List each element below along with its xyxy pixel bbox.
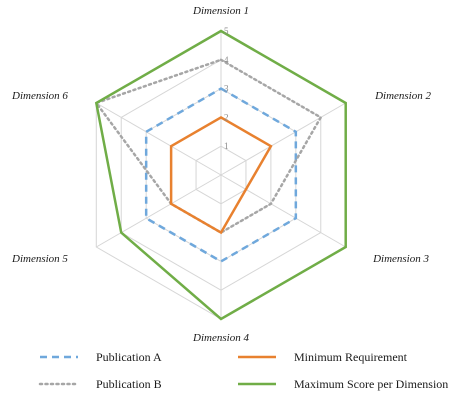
legend-label-4: Maximum Score per Dimension [294, 377, 448, 391]
tick-label-3: 3 [224, 84, 229, 94]
axis-label-dimension-3: Dimension 3 [372, 253, 429, 265]
radar-series [94, 29, 347, 321]
legend-label-1: Publication A [96, 350, 162, 364]
legend-label-3: Minimum Requirement [294, 350, 408, 364]
axis-label-dimension-4: Dimension 4 [192, 332, 249, 344]
axis-label-dimension-1: Dimension 1 [192, 5, 249, 17]
radar-grid [95, 30, 347, 320]
legend-label-2: Publication B [96, 377, 162, 391]
grid-spoke-5 [96, 174, 222, 248]
grid-spoke-3 [220, 174, 346, 248]
grid-spoke-2 [220, 102, 346, 176]
radial-tick-labels: 1 2 3 4 5 [224, 26, 229, 151]
legend: Publication A Publication B Minimum Requir… [38, 350, 448, 391]
tick-label-5: 5 [224, 26, 229, 36]
tick-label-4: 4 [224, 55, 229, 65]
axis-label-dimension-6: Dimension 6 [11, 90, 68, 102]
series-3-line [169, 115, 273, 235]
tick-label-2: 2 [224, 112, 229, 122]
tick-label-1: 1 [224, 141, 229, 151]
grid-spoke-6 [96, 102, 222, 176]
series-4-line [94, 29, 347, 321]
series-2-line [94, 58, 323, 235]
axis-labels: Dimension 1 Dimension 2 Dimension 3 Dimensi… [11, 5, 431, 344]
axis-label-dimension-2: Dimension 2 [374, 90, 431, 102]
series-1-line [144, 87, 298, 263]
axis-label-dimension-5: Dimension 5 [11, 253, 68, 265]
